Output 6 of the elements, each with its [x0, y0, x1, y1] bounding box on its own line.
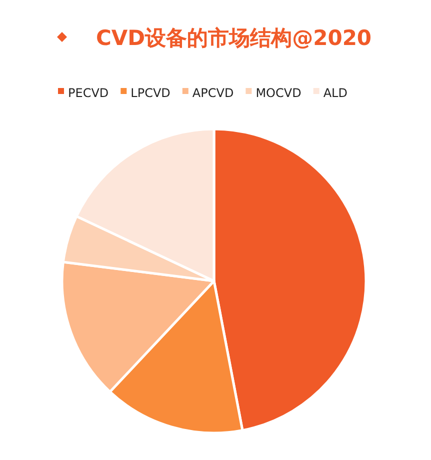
legend-label: LPCVD	[130, 86, 170, 100]
legend-label: PECVD	[68, 86, 109, 100]
legend-label: ALD	[323, 86, 348, 100]
chart-title: CVD设备的市场结构@2020	[96, 26, 372, 50]
legend-label: APCVD	[192, 86, 234, 100]
legend-label: MOCVD	[256, 86, 302, 100]
